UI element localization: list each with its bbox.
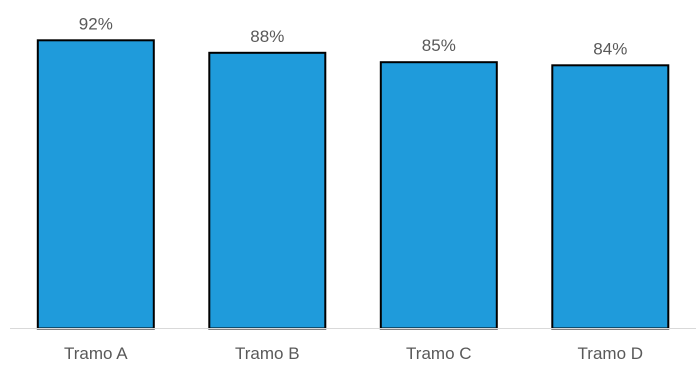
bars-layer — [36, 39, 670, 330]
bar-tramo-d — [551, 64, 670, 330]
value-label: 88% — [250, 27, 284, 46]
category-label: Tramo C — [406, 344, 472, 363]
category-labels-layer: Tramo A Tramo B Tramo C Tramo D — [64, 344, 643, 363]
bar-tramo-a — [36, 39, 155, 330]
category-label: Tramo B — [235, 344, 300, 363]
category-label: Tramo D — [578, 344, 644, 363]
category-label: Tramo A — [64, 344, 128, 363]
value-label: 84% — [593, 39, 627, 58]
value-labels-layer: 92% 88% 85% 84% — [79, 14, 628, 58]
bar-tramo-b — [208, 51, 327, 330]
value-label: 85% — [422, 36, 456, 55]
bar-tramo-c — [379, 61, 498, 330]
value-label: 92% — [79, 14, 113, 33]
